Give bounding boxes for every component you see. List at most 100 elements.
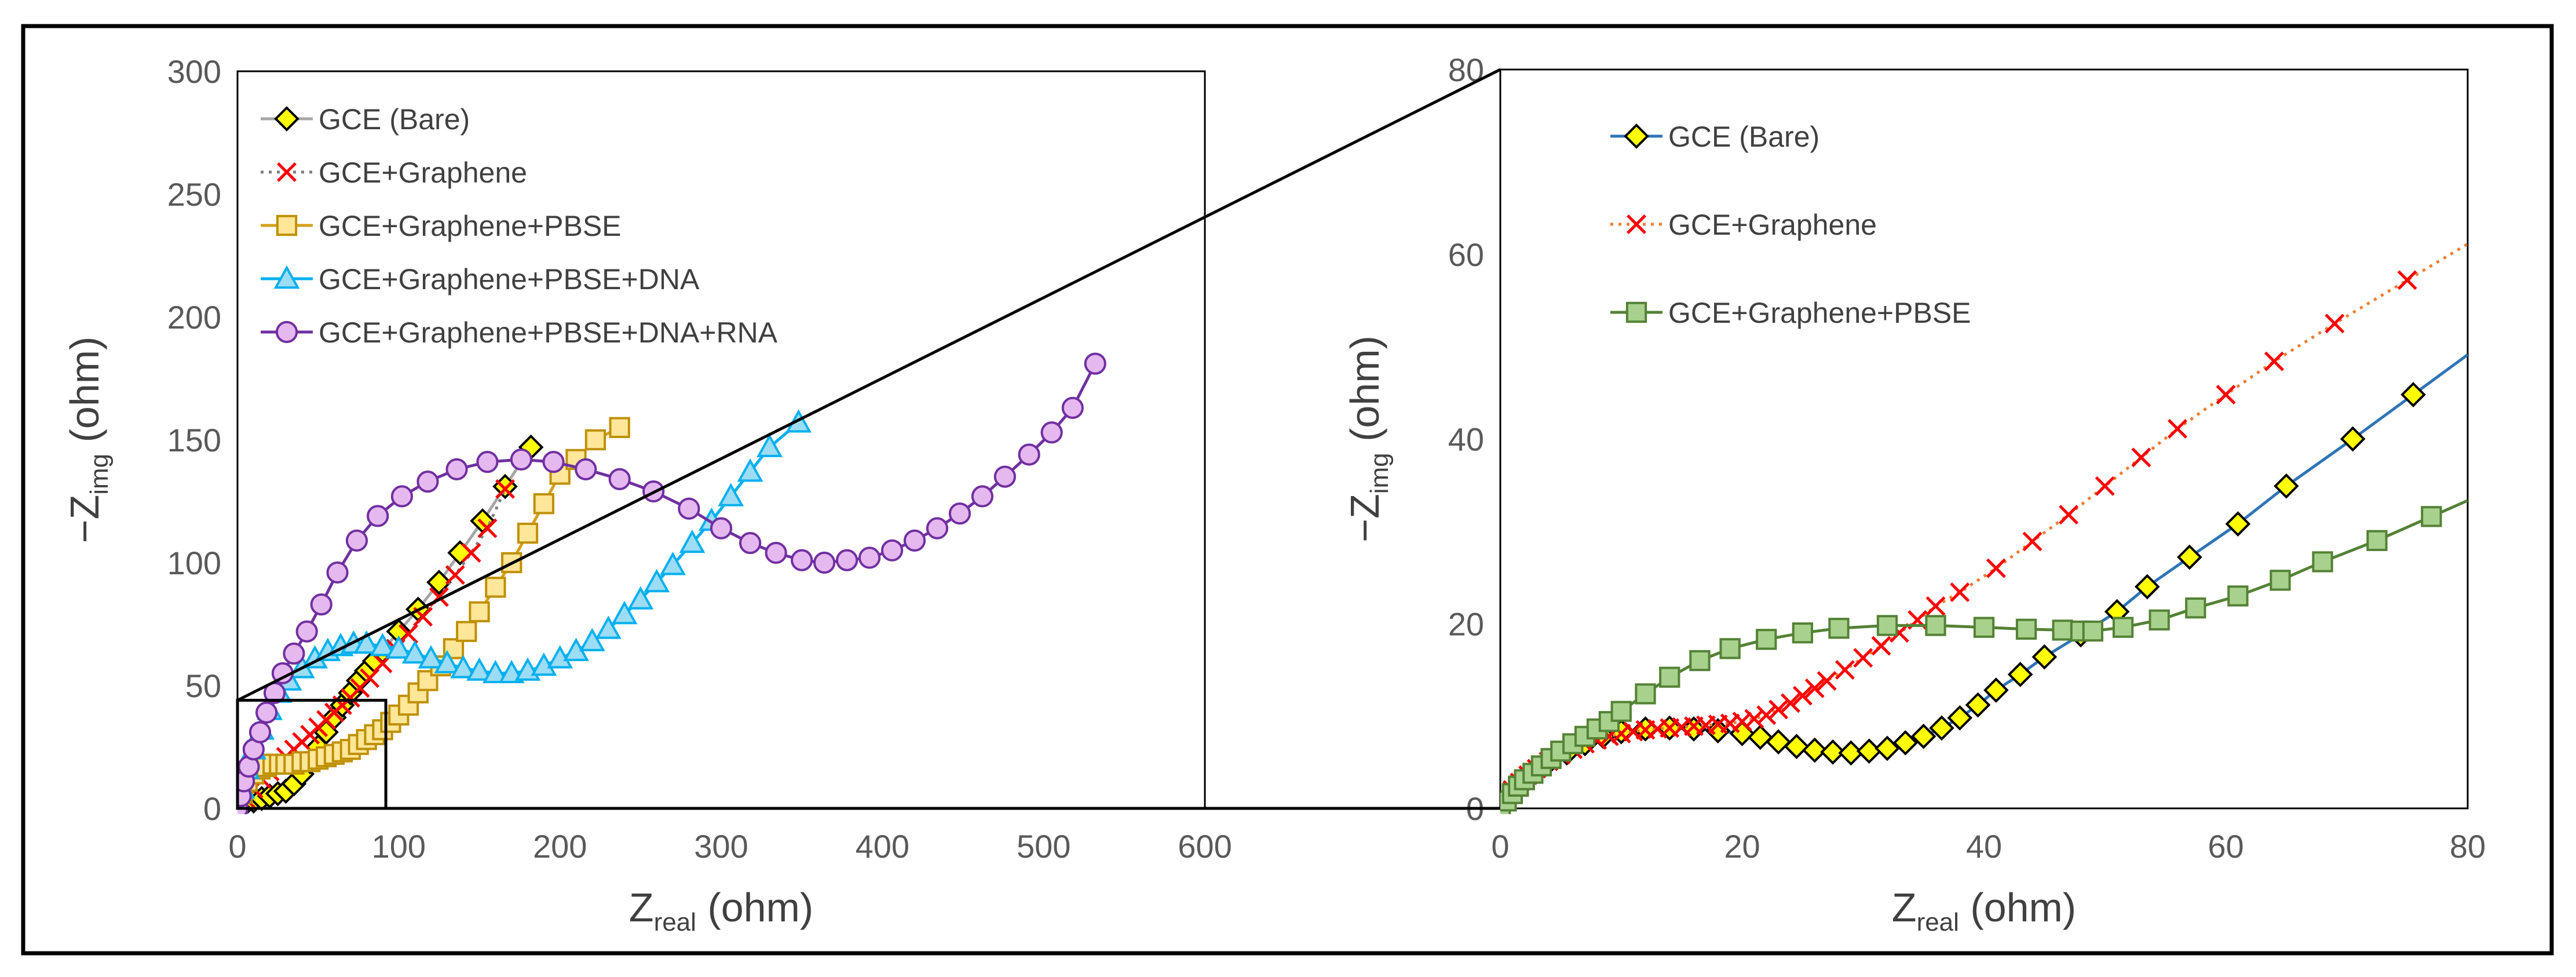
data-point (2177, 544, 2202, 570)
legend-item: GCE+Graphene+PBSE+DNA (261, 263, 700, 296)
data-point (611, 600, 638, 625)
data-point (1747, 724, 1773, 750)
data-point (443, 638, 465, 659)
x-tick-label: 0 (228, 828, 246, 865)
data-point (1732, 712, 1752, 732)
x-tick-label: 200 (533, 828, 587, 865)
legend-item: GCE+Graphene+PBSE (261, 210, 622, 242)
data-point (2007, 662, 2033, 687)
data-point (2366, 530, 2388, 551)
data-point (739, 531, 762, 555)
data-point (1983, 677, 2009, 703)
data-point (1792, 686, 1813, 706)
y-tick-label: 150 (167, 422, 221, 458)
data-point (1084, 352, 1106, 375)
data-point (2082, 620, 2104, 642)
data-point (1820, 739, 1846, 765)
legend-label: GCE (Bare) (1668, 121, 1819, 153)
data-point (1804, 678, 1825, 698)
data-point (948, 502, 971, 525)
legend-marker (1625, 301, 1647, 323)
y-axis-label: −Zimg (ohm) (62, 337, 114, 544)
series-gce-graphene-pbse (1500, 499, 2468, 814)
data-point (2270, 570, 2291, 591)
y-tick-label: 100 (167, 545, 221, 581)
data-point (2134, 574, 2160, 600)
x-axis-label: Zreal (ohm) (1892, 885, 2076, 936)
data-point (1925, 596, 1946, 616)
data-point (533, 493, 554, 515)
data-point (510, 448, 532, 471)
data-point (2227, 585, 2249, 607)
legend-label: GCE (Bare) (319, 103, 470, 136)
x-tick-label: 0 (1491, 828, 1509, 865)
data-point (1925, 615, 1946, 636)
data-point (461, 543, 481, 563)
y-tick-label: 20 (1448, 606, 1484, 642)
data-point (737, 458, 763, 482)
x-tick-label: 60 (2208, 828, 2244, 865)
data-point (1828, 618, 1850, 639)
data-point (1756, 629, 1777, 650)
data-point (482, 659, 509, 683)
data-point (295, 620, 318, 643)
data-point (390, 485, 414, 508)
data-point (1876, 615, 1898, 636)
x-tick-label: 300 (694, 828, 748, 865)
data-point (249, 721, 272, 743)
data-point (2216, 385, 2236, 404)
data-point (310, 593, 332, 616)
data-point (584, 429, 606, 451)
data-point (495, 479, 516, 499)
data-point (1950, 582, 1970, 603)
data-point (2022, 531, 2042, 552)
y-tick-label: 50 (185, 668, 221, 704)
data-point (926, 517, 949, 539)
data-point (2149, 609, 2170, 631)
x-tick-label: 600 (1178, 828, 1232, 865)
legend-label: GCE+Graphene+PBSE+DNA+RNA (319, 316, 778, 349)
data-point (399, 624, 419, 644)
data-point (426, 570, 452, 595)
series-gce-graphene-pbse-dna-rna (237, 352, 1106, 814)
data-point (608, 468, 631, 490)
data-point (813, 551, 836, 574)
data-point (757, 433, 783, 457)
data-point (609, 417, 630, 438)
legend-marker (274, 106, 299, 132)
data-point (644, 568, 670, 593)
data-point (2421, 506, 2442, 527)
data-point (858, 546, 881, 569)
legend-marker (1627, 214, 1646, 234)
data-point (2015, 618, 2037, 640)
data-point (1947, 705, 1973, 731)
legend-marker (273, 265, 300, 289)
data-point (501, 552, 522, 574)
legend-item: GCE+Graphene (261, 156, 527, 189)
x-tick-label: 40 (1966, 828, 2002, 865)
x-tick-label: 80 (2450, 828, 2486, 865)
data-point (416, 470, 439, 493)
data-point (1892, 730, 1919, 756)
data-point (710, 517, 733, 539)
data-point (456, 621, 477, 642)
x-axis-label: Zreal (ohm) (629, 885, 813, 936)
data-point (2052, 619, 2073, 641)
y-tick-label: 300 (167, 53, 221, 90)
data-point (678, 497, 700, 520)
y-axis-label: −Zimg (ohm) (1342, 336, 1394, 542)
data-point (1659, 666, 1680, 688)
y-tick-label: 200 (167, 299, 221, 336)
data-point (2112, 617, 2134, 638)
data-point (765, 541, 787, 564)
legend-marker (275, 320, 298, 344)
data-point (791, 549, 813, 571)
data-point (1635, 683, 1656, 705)
data-point (2325, 313, 2345, 334)
legend-label: GCE+Graphene (319, 156, 527, 189)
data-point (485, 577, 506, 598)
data-point (2131, 447, 2151, 468)
data-point (476, 451, 499, 473)
data-point (2185, 597, 2206, 619)
data-point (385, 635, 412, 659)
